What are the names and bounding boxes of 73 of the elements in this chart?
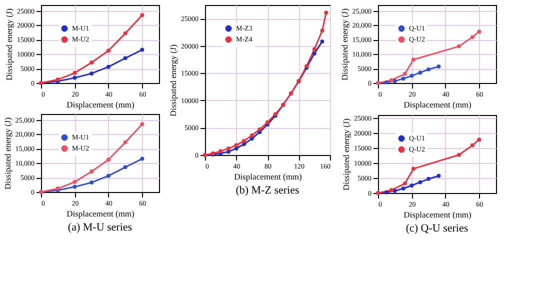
point bbox=[123, 31, 128, 36]
point bbox=[384, 80, 388, 84]
point bbox=[456, 44, 461, 48]
point bbox=[106, 48, 110, 53]
point bbox=[140, 48, 144, 52]
point bbox=[436, 174, 441, 178]
point bbox=[90, 169, 94, 174]
point bbox=[140, 122, 144, 126]
point bbox=[106, 64, 110, 69]
point bbox=[436, 64, 441, 69]
point bbox=[402, 181, 407, 186]
point bbox=[320, 28, 324, 33]
point bbox=[320, 40, 324, 44]
point bbox=[123, 165, 128, 170]
point bbox=[242, 138, 246, 143]
point bbox=[426, 67, 431, 72]
point bbox=[242, 142, 246, 146]
point bbox=[389, 78, 394, 82]
point bbox=[401, 76, 406, 81]
point bbox=[410, 184, 414, 188]
point bbox=[123, 140, 128, 144]
point bbox=[401, 186, 406, 190]
point bbox=[90, 180, 94, 184]
point bbox=[72, 70, 77, 75]
x-axis-title: Displacement (mm) bbox=[404, 100, 472, 110]
point bbox=[226, 150, 230, 154]
point bbox=[234, 143, 238, 148]
y-axis-title: Dissipated energy (J) bbox=[168, 44, 178, 117]
point bbox=[234, 146, 238, 150]
x-axis-title: Displacement (mm) bbox=[66, 208, 135, 218]
point bbox=[312, 52, 316, 56]
point bbox=[72, 184, 77, 189]
point bbox=[392, 188, 397, 193]
point bbox=[411, 166, 416, 171]
text: (a) M-U series bbox=[68, 222, 132, 234]
point bbox=[477, 30, 482, 34]
point bbox=[418, 180, 422, 184]
point bbox=[250, 133, 254, 138]
y-axis-title: Dissipated energy (J) bbox=[2, 117, 12, 190]
y-axis-title: Dissipated energy (J) bbox=[4, 8, 14, 81]
point bbox=[410, 74, 414, 78]
point bbox=[470, 143, 474, 148]
point bbox=[312, 47, 316, 52]
point bbox=[90, 60, 94, 64]
text: (c) Q-U series bbox=[406, 222, 468, 234]
point bbox=[72, 180, 77, 184]
point bbox=[226, 146, 230, 150]
y-axis-title: Dissipated energy (J) bbox=[339, 8, 350, 81]
point bbox=[470, 35, 474, 40]
point bbox=[140, 156, 144, 161]
point bbox=[384, 190, 388, 194]
point bbox=[324, 10, 328, 15]
x-axis-title: Displacement (mm) bbox=[234, 172, 302, 182]
point bbox=[258, 127, 262, 132]
point bbox=[477, 138, 482, 142]
point bbox=[106, 174, 110, 178]
point bbox=[426, 176, 431, 181]
point bbox=[418, 70, 422, 75]
point bbox=[250, 136, 254, 141]
point bbox=[140, 13, 144, 18]
point bbox=[72, 76, 77, 80]
text: (b) M-Z series bbox=[236, 184, 300, 196]
point bbox=[123, 56, 128, 60]
point bbox=[389, 188, 394, 192]
point bbox=[402, 72, 407, 76]
point bbox=[456, 152, 461, 157]
point bbox=[90, 71, 94, 76]
point bbox=[106, 158, 110, 162]
point bbox=[392, 78, 397, 83]
y-axis-title: Dissipated energy (J) bbox=[341, 118, 351, 191]
point bbox=[411, 58, 416, 62]
x-axis-title: Displacement (mm) bbox=[404, 210, 472, 220]
x-axis-title: Displacement (mm) bbox=[66, 100, 135, 110]
